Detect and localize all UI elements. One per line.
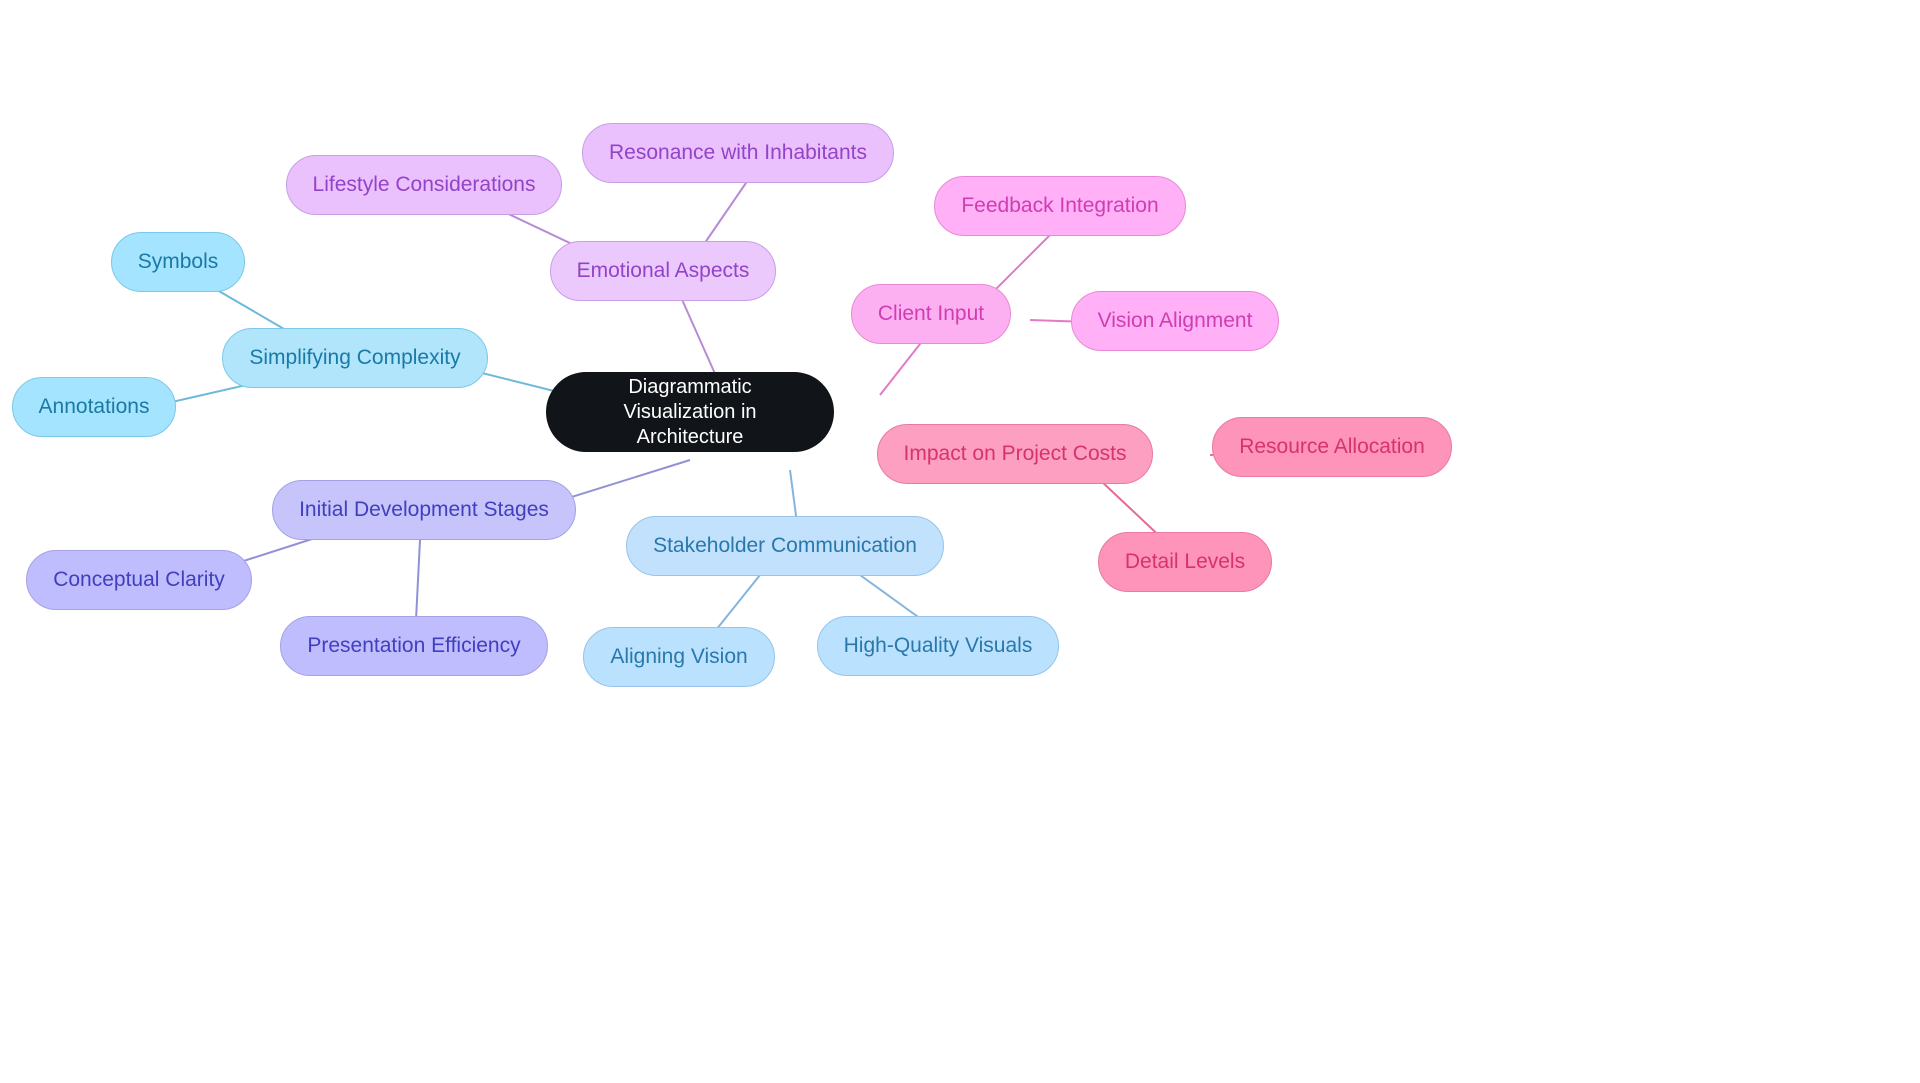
node-center: Diagrammatic Visualization inArchitectur… [546, 372, 834, 452]
node-vision_align: Vision Alignment [1071, 291, 1280, 351]
node-detail: Detail Levels [1098, 532, 1272, 592]
edge [700, 180, 748, 250]
node-lifestyle: Lifestyle Considerations [286, 155, 563, 215]
node-initial: Initial Development Stages [272, 480, 576, 540]
mindmap-edges [0, 0, 1920, 1083]
node-resonance: Resonance with Inhabitants [582, 123, 894, 183]
node-resource: Resource Allocation [1212, 417, 1452, 477]
node-emotional: Emotional Aspects [550, 241, 777, 301]
node-feedback: Feedback Integration [934, 176, 1185, 236]
node-annotations: Annotations [12, 377, 177, 437]
node-stakeholder: Stakeholder Communication [626, 516, 944, 576]
node-clientinput: Client Input [851, 284, 1011, 344]
node-aligning: Aligning Vision [583, 627, 774, 687]
node-highquality: High-Quality Visuals [817, 616, 1060, 676]
node-presentation: Presentation Efficiency [280, 616, 547, 676]
node-symbols: Symbols [111, 232, 246, 292]
node-simplifying: Simplifying Complexity [222, 328, 487, 388]
node-conceptual: Conceptual Clarity [26, 550, 252, 610]
node-impact: Impact on Project Costs [877, 424, 1154, 484]
